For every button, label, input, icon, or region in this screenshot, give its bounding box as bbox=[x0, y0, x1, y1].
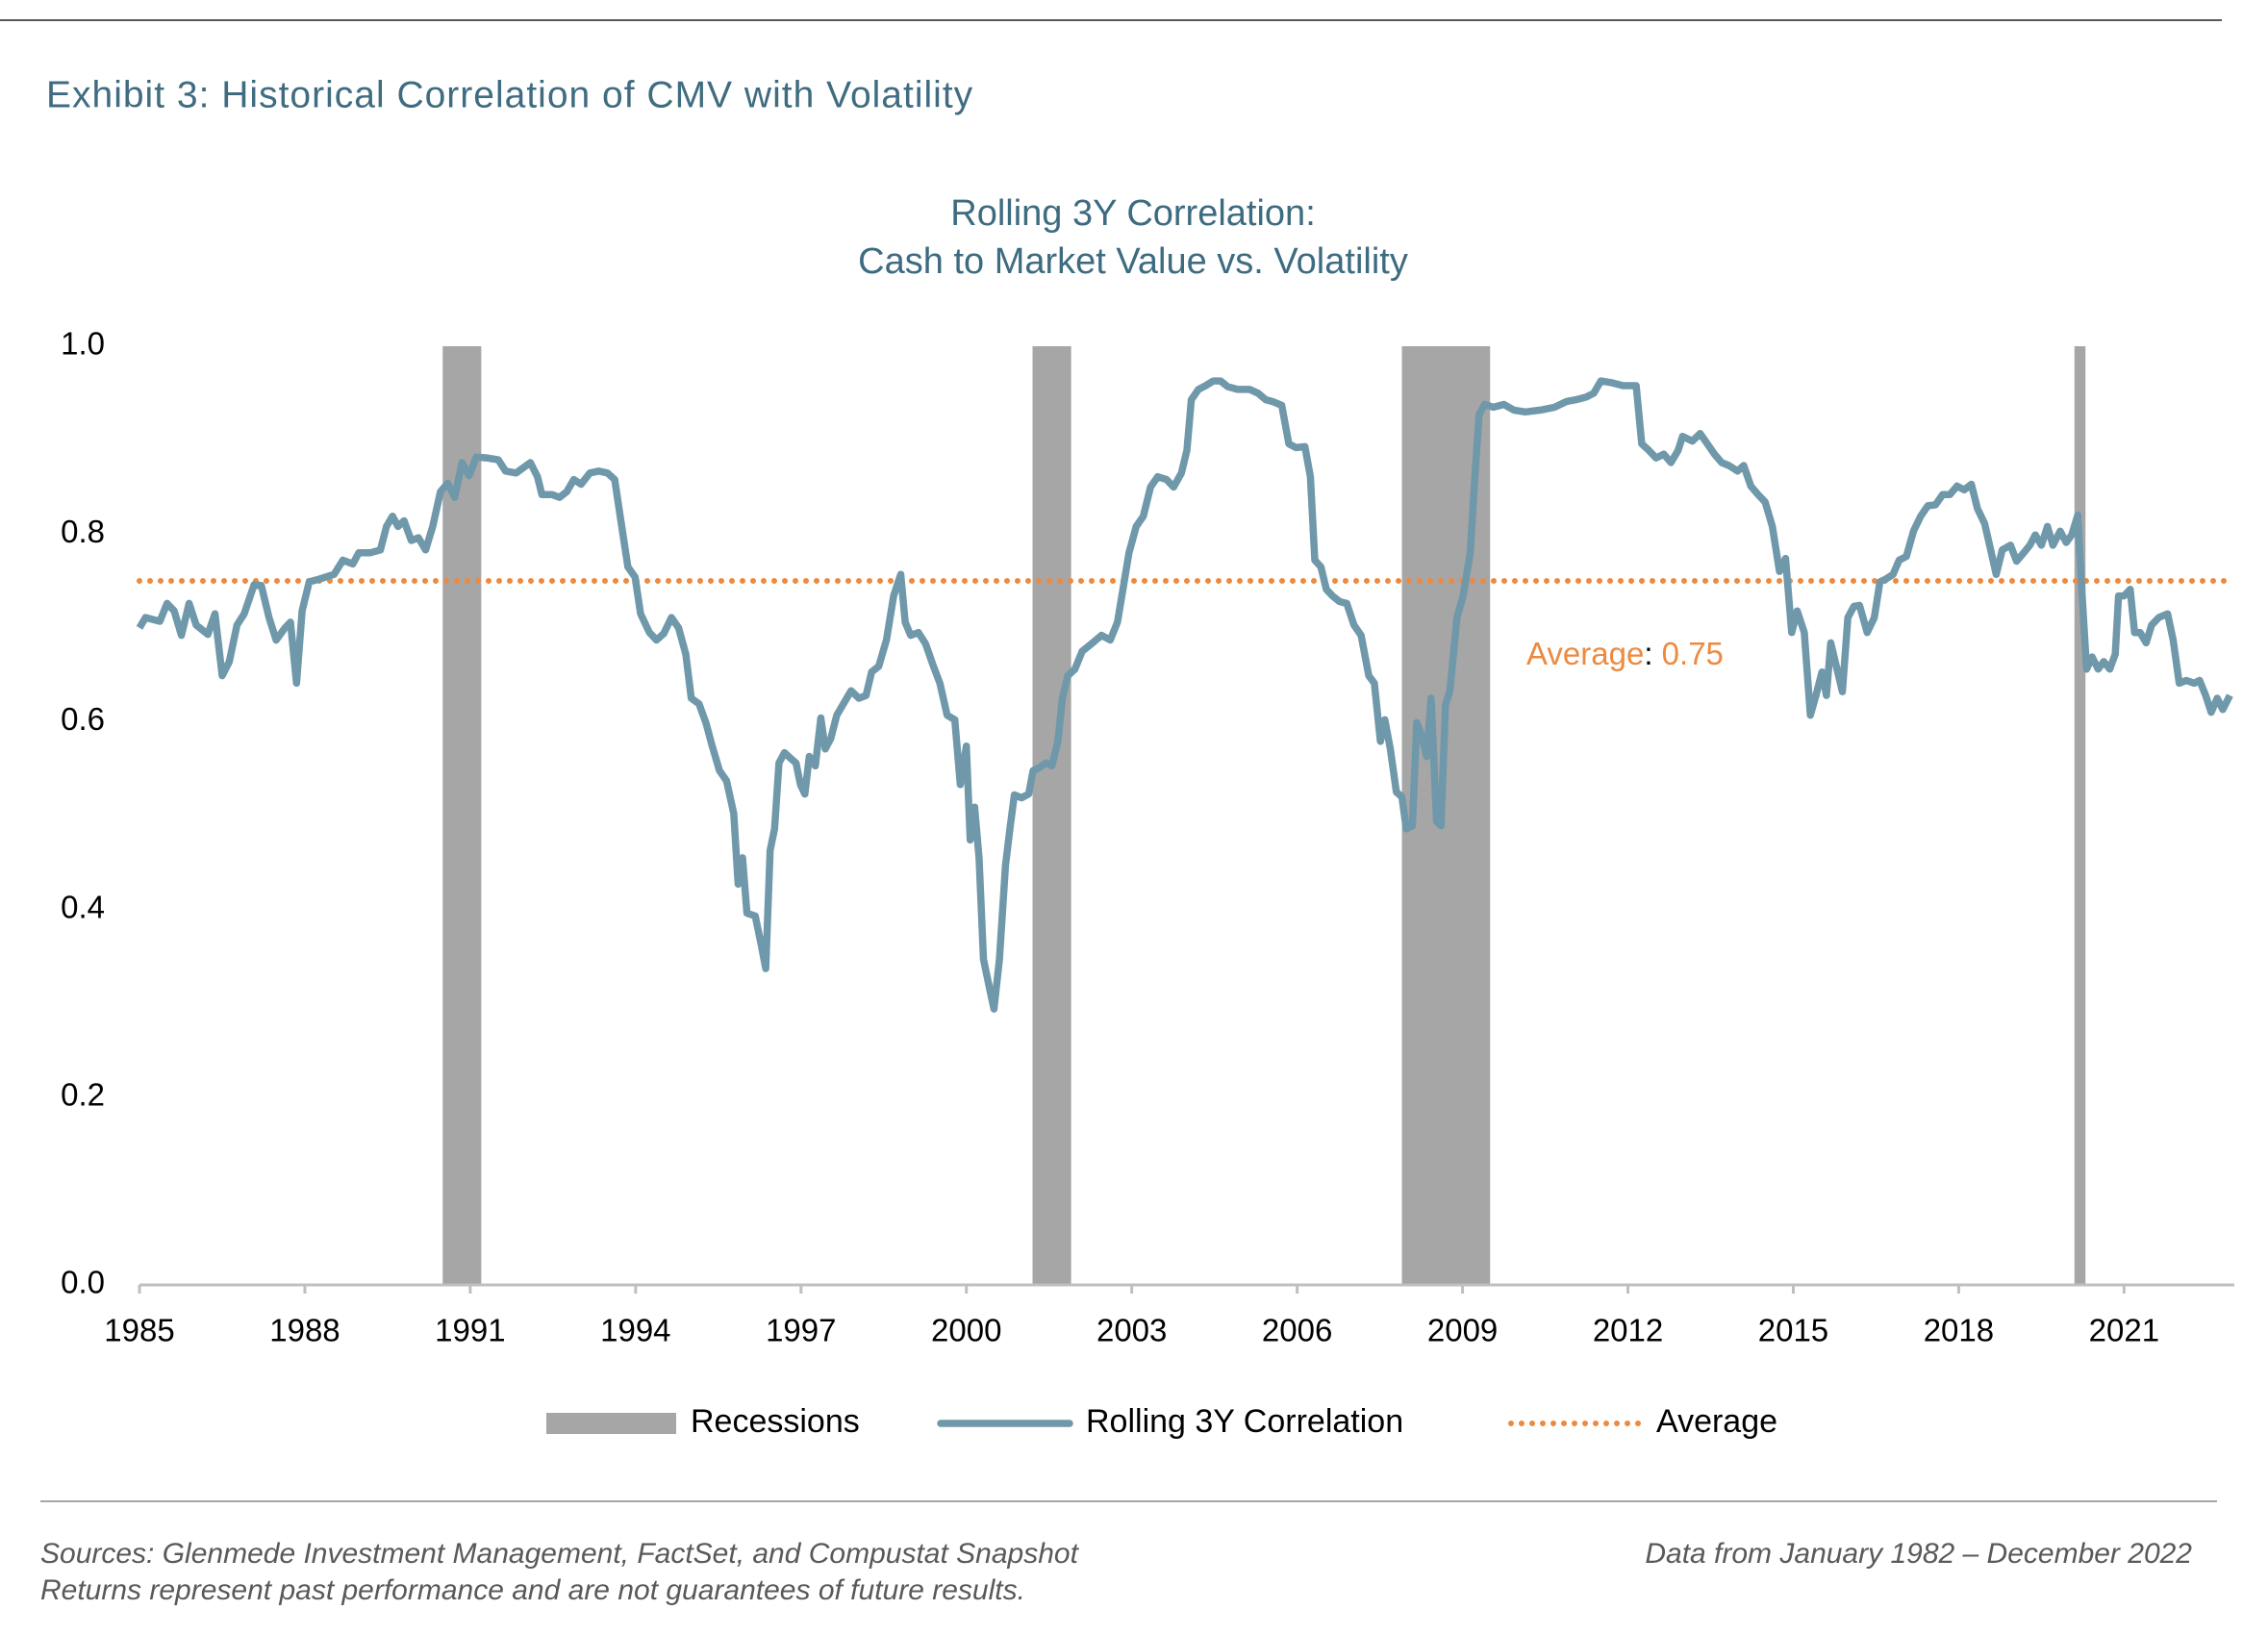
average-annotation: Average: 0.75 bbox=[1526, 636, 1724, 671]
x-tick-label: 1997 bbox=[766, 1313, 836, 1348]
annotation-part: 0.75 bbox=[1662, 636, 1724, 671]
x-tick-label: 2000 bbox=[931, 1313, 1001, 1348]
x-tick-label: 2006 bbox=[1262, 1313, 1332, 1348]
x-tick-label: 2015 bbox=[1758, 1313, 1828, 1348]
y-tick-label: 0.4 bbox=[61, 889, 105, 924]
annotation-part: Average bbox=[1526, 636, 1644, 671]
x-tick-label: 1988 bbox=[269, 1313, 340, 1348]
y-tick-label: 1.0 bbox=[61, 326, 105, 362]
legend-label: Average bbox=[1656, 1403, 1777, 1440]
data-range-note: Data from January 1982 – December 2022 bbox=[1645, 1538, 2192, 1570]
chart-title: Rolling 3Y Correlation: bbox=[950, 193, 1316, 234]
y-tick-label: 0.8 bbox=[61, 514, 105, 549]
annotation-part: : bbox=[1644, 636, 1652, 671]
legend-label: Recessions bbox=[691, 1403, 860, 1440]
y-tick-label: 0.6 bbox=[61, 701, 105, 737]
recession-band bbox=[442, 346, 482, 1285]
x-tick-label: 1991 bbox=[435, 1313, 505, 1348]
x-tick-label: 2003 bbox=[1096, 1313, 1167, 1348]
y-tick-label: 0.2 bbox=[61, 1077, 105, 1113]
disclaimer-note: Returns represent past performance and a… bbox=[40, 1574, 1025, 1606]
legend-label: Rolling 3Y Correlation bbox=[1086, 1403, 1403, 1440]
exhibit-title: Exhibit 3: Historical Correlation of CMV… bbox=[46, 74, 973, 115]
x-tick-label: 1985 bbox=[104, 1313, 174, 1348]
correlation-line bbox=[136, 377, 2233, 1013]
x-tick-label: 2021 bbox=[2089, 1313, 2159, 1348]
recession-band bbox=[2074, 346, 2086, 1285]
x-tick-label: 1994 bbox=[600, 1313, 670, 1348]
legend-swatch bbox=[546, 1413, 676, 1434]
recession-band bbox=[1032, 346, 1071, 1285]
y-tick-label: 0.0 bbox=[61, 1265, 105, 1300]
x-tick-label: 2018 bbox=[1924, 1313, 1994, 1348]
sources-note: Sources: Glenmede Investment Management,… bbox=[40, 1538, 1080, 1570]
chart-title: Cash to Market Value vs. Volatility bbox=[858, 241, 1408, 282]
x-tick-label: 2009 bbox=[1427, 1313, 1498, 1348]
x-tick-label: 2012 bbox=[1593, 1313, 1663, 1348]
